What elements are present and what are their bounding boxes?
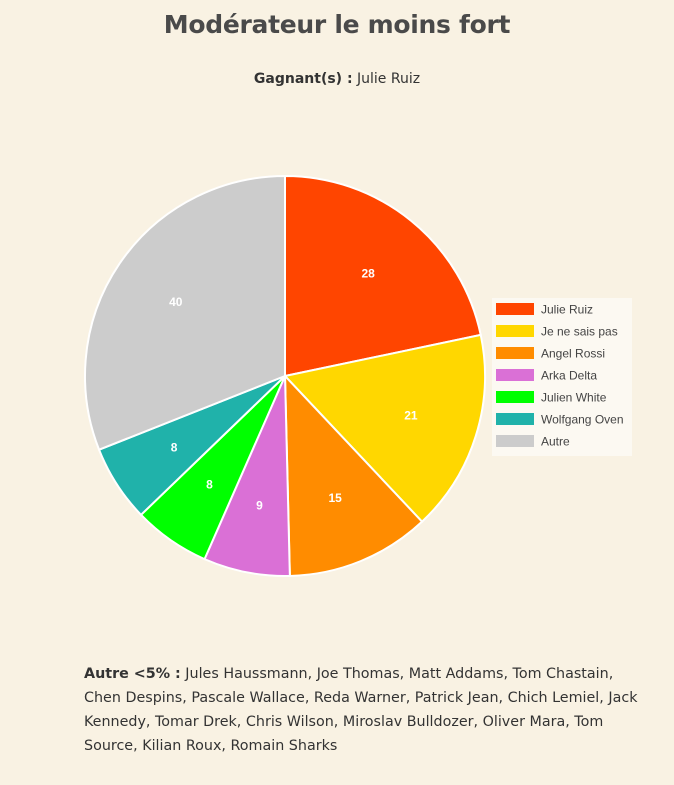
legend-label: Angel Rossi (541, 347, 605, 361)
pie-slices (84, 174, 486, 577)
legend-swatch (496, 369, 534, 381)
legend-swatch (496, 413, 534, 425)
slice-value-label: 28 (362, 267, 376, 281)
legend-label: Julien White (541, 391, 607, 405)
legend-label: Autre (541, 435, 570, 449)
slice-value-label: 9 (256, 499, 263, 513)
others-label: Autre <5% : (84, 666, 181, 682)
pie-slice-1 (284, 174, 482, 378)
legend-swatch (496, 325, 534, 337)
legend-swatch (496, 347, 534, 359)
legend-label: Julie Ruiz (541, 303, 593, 317)
legend-label: Wolfgang Oven (541, 413, 624, 427)
others-list: Autre <5% : Jules Haussmann, Joe Thomas,… (84, 662, 640, 758)
winner-value: Julie Ruiz (357, 71, 421, 87)
slice-value-label: 40 (169, 295, 183, 309)
legend-label: Je ne sais pas (541, 325, 618, 339)
winner-line: Gagnant(s) : Julie Ruiz (0, 71, 674, 87)
pie-slice-2 (283, 333, 486, 524)
slice-value-label: 15 (328, 491, 342, 505)
legend-swatch (496, 391, 534, 403)
pie-slice-7 (84, 174, 286, 452)
pie-slice-3 (283, 373, 424, 577)
slice-value-label: 21 (404, 409, 418, 423)
legend-swatch (496, 303, 534, 315)
others-value: Jules Haussmann, Joe Thomas, Matt Addams… (84, 666, 638, 754)
slice-value-label: 8 (206, 477, 213, 491)
legend-label: Arka Delta (541, 369, 597, 383)
winner-label: Gagnant(s) : (253, 71, 353, 87)
page-title: Modérateur le moins fort (163, 10, 511, 39)
slice-value-label: 8 (171, 440, 178, 454)
chart-legend: Julie Ruiz Je ne sais pas Angel Rossi Arka … (492, 298, 632, 456)
pie-labels: 28 21 15 9 8 8 40 (169, 267, 418, 513)
legend-swatch (496, 435, 534, 447)
